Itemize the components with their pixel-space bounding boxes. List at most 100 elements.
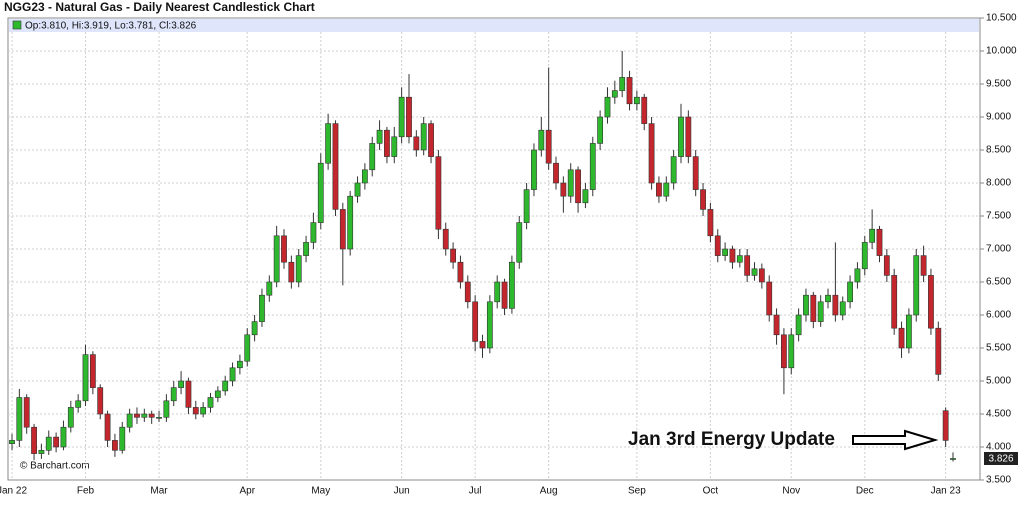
- candle-body: [104, 413, 111, 441]
- candle-body: [9, 440, 15, 444]
- candle-body: [692, 156, 699, 190]
- candle-body: [472, 301, 479, 342]
- candle-body: [207, 397, 214, 408]
- candle-body: [82, 354, 89, 402]
- candle-body: [229, 367, 236, 382]
- candle-body: [170, 387, 177, 402]
- candle-body: [420, 123, 427, 151]
- candle-body: [38, 449, 45, 454]
- candle-body: [656, 182, 662, 197]
- candle-body: [685, 116, 692, 157]
- candle-body: [876, 228, 883, 256]
- candle-body: [905, 314, 912, 349]
- candle-body: [361, 169, 368, 184]
- candle-body: [545, 129, 552, 164]
- candle-body: [744, 255, 751, 276]
- candle-body: [236, 360, 243, 369]
- candle-body: [369, 143, 376, 171]
- candle-body: [854, 268, 861, 283]
- legend-band: [9, 19, 979, 32]
- candle-body: [273, 235, 280, 283]
- x-tick-label: Jan 22: [0, 486, 27, 497]
- candle-body: [700, 189, 706, 210]
- annotation: Jan 3rd Energy Update: [628, 429, 835, 450]
- candle-body: [23, 397, 30, 428]
- y-tick-label: 7.000: [986, 244, 1011, 255]
- x-tick-label: Jul: [469, 486, 482, 497]
- candle-body: [148, 413, 155, 418]
- candle-body: [773, 314, 780, 336]
- candle-body: [16, 397, 23, 441]
- candle-body: [214, 390, 221, 398]
- candle-body: [53, 436, 60, 448]
- x-tick-label: May: [311, 486, 330, 497]
- candle-body: [119, 426, 126, 451]
- last-price-box: [984, 452, 1018, 465]
- candle-body: [839, 301, 846, 316]
- candle-body: [803, 294, 809, 316]
- candle-body: [376, 129, 383, 144]
- candle-body: [479, 341, 486, 349]
- candle-body: [861, 242, 868, 270]
- candle-body: [678, 116, 684, 157]
- candle-body: [398, 96, 405, 138]
- candle-body: [847, 281, 853, 303]
- candle-body: [942, 410, 949, 441]
- x-tick-label: Jan 23: [931, 486, 961, 497]
- candle-body: [464, 281, 471, 303]
- candle-body: [413, 136, 420, 151]
- candle-body: [31, 426, 37, 454]
- plot-area: [8, 32, 980, 480]
- y-tick-label: 7.500: [986, 211, 1011, 222]
- x-tick-label: Apr: [239, 486, 255, 497]
- candle-body: [531, 149, 537, 190]
- candle-body: [281, 235, 287, 263]
- chart-title: NGG23 - Natural Gas - Daily Nearest Cand…: [4, 0, 315, 14]
- candle-body: [435, 156, 442, 230]
- candle-body: [200, 407, 207, 415]
- candle-body: [736, 255, 743, 263]
- candle-body: [494, 281, 501, 303]
- candle-body: [869, 228, 876, 243]
- candle-body: [898, 327, 905, 349]
- candle-body: [758, 268, 765, 283]
- candle-body: [928, 275, 934, 329]
- y-tick-label: 8.500: [986, 145, 1011, 156]
- x-tick-label: Sep: [628, 486, 646, 497]
- y-tick-label: 9.000: [986, 112, 1011, 123]
- candle-body: [192, 407, 199, 415]
- candle-body: [486, 301, 493, 349]
- candle-body: [832, 294, 839, 316]
- y-tick-label: 4.000: [986, 442, 1011, 453]
- candle-body: [707, 209, 714, 237]
- candle-body: [795, 314, 802, 336]
- candle-body: [935, 327, 942, 375]
- candle-body: [626, 77, 633, 105]
- y-tick-label: 8.000: [986, 178, 1011, 189]
- candle-body: [567, 169, 574, 197]
- candle-body: [339, 209, 346, 250]
- candle-body: [538, 129, 545, 151]
- x-tick-label: Aug: [540, 486, 558, 497]
- candle-body: [406, 96, 412, 138]
- candle-body: [575, 169, 581, 204]
- legend-text: Op:3.810, Hi:3.919, Lo:3.781, Cl:3.826: [25, 21, 197, 32]
- candle-body: [251, 321, 258, 336]
- candle-body: [648, 123, 655, 184]
- candle-body: [97, 387, 104, 415]
- candle-body: [428, 123, 434, 157]
- candle-body: [67, 407, 74, 428]
- candle-body: [722, 248, 729, 256]
- candle-body: [347, 195, 354, 250]
- candle-body: [523, 189, 530, 223]
- candle-body: [391, 136, 398, 157]
- y-tick-label: 6.000: [986, 310, 1011, 321]
- candle-body: [817, 301, 824, 322]
- candle-body: [619, 77, 626, 91]
- candle-body: [45, 436, 52, 451]
- y-tick-label: 9.500: [986, 79, 1011, 90]
- candle-body: [714, 235, 721, 256]
- legend-swatch: [12, 20, 22, 30]
- candle-body: [509, 261, 515, 309]
- candle-body: [560, 182, 567, 197]
